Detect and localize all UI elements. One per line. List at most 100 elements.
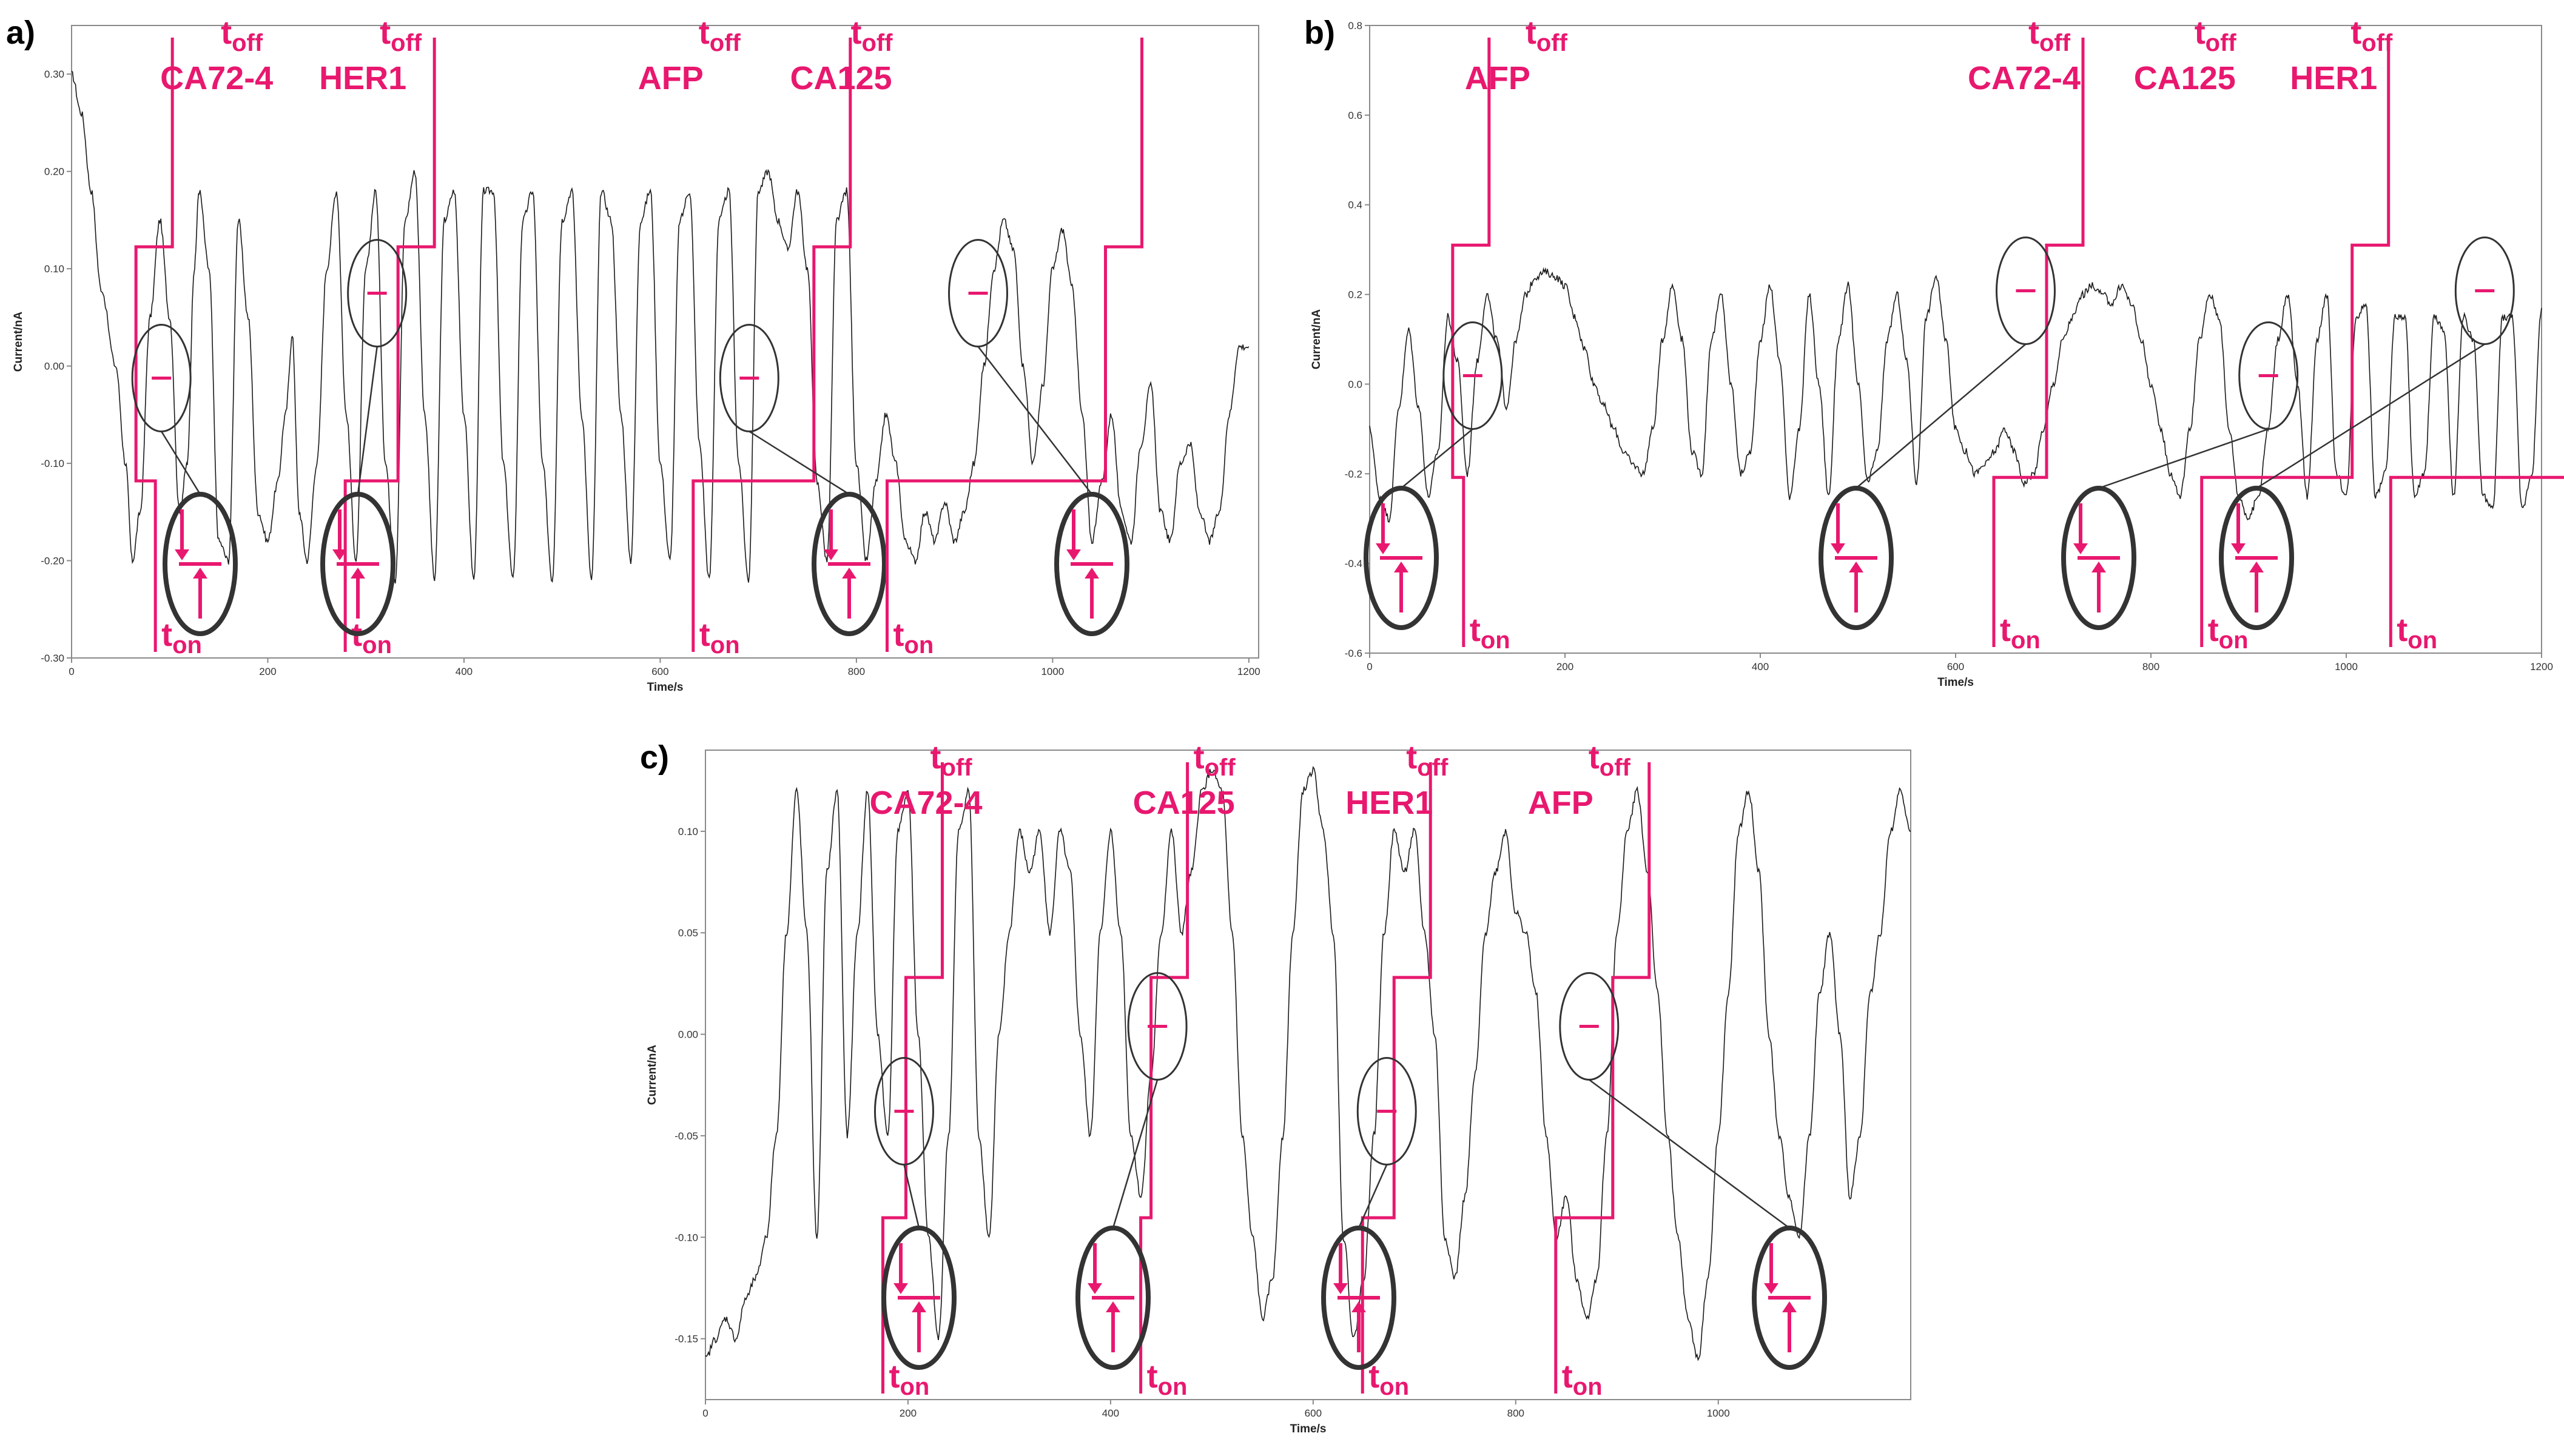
t-off-subscript: off [2039, 30, 2071, 56]
up-arrow-head [842, 568, 856, 579]
down-arrow-head [1764, 1283, 1778, 1294]
up-arrow-head [2091, 562, 2106, 572]
t-off-subscript: off [941, 754, 972, 781]
x-tick-label: 200 [259, 666, 276, 677]
down-arrow-head [1376, 543, 1390, 554]
up-arrow-head [1394, 562, 1408, 572]
t-off-subscript: off [1536, 30, 1568, 56]
y-tick-label: 0.8 [1348, 20, 1362, 32]
down-arrow-head [893, 1283, 908, 1294]
y-tick-label: -0.30 [41, 653, 64, 664]
analyte-label: CA72-4 [160, 60, 273, 96]
protocol-step-line [881, 762, 944, 1394]
y-axis-label: Current/nA [646, 1045, 659, 1105]
t-on-subscript: on [1573, 1374, 1603, 1400]
protocol-step-line [1139, 762, 1189, 1394]
t-on-subscript: on [362, 632, 392, 659]
protocol-step-line [2200, 38, 2391, 647]
down-arrow-head [2231, 543, 2246, 554]
y-tick-label: 0.00 [44, 361, 64, 372]
x-tick-label: 600 [1305, 1407, 1322, 1419]
analyte-label: HER1 [319, 60, 406, 96]
down-arrow-head [1333, 1283, 1348, 1294]
up-arrow-head [1351, 1301, 1366, 1312]
t-off-label: toff [930, 739, 972, 781]
plot-frame [71, 25, 1259, 659]
zoom-connector [903, 1164, 920, 1229]
t-off-subscript: off [1205, 754, 1236, 781]
t-off-label: toff [850, 15, 893, 56]
y-tick-label: 0.0 [1348, 378, 1362, 390]
analyte-label: CA125 [1133, 785, 1235, 821]
y-tick-label: -0.6 [1345, 648, 1362, 659]
x-tick-label: 1000 [1707, 1407, 1730, 1419]
t-off-subscript: off [232, 30, 263, 56]
x-tick-label: 400 [456, 666, 473, 677]
t-on-subscript: on [2011, 627, 2041, 654]
y-axis-label: Current/nA [1310, 309, 1323, 370]
chart-panel-1: a) 0 200 400 600 800 1000 1200 -0.30 -0.20 -0.10 0.… [6, 15, 1260, 694]
up-arrow-head [1106, 1301, 1120, 1312]
y-tick-label: 0.00 [678, 1029, 698, 1041]
t-on-label: ton [2000, 612, 2041, 654]
analyte-label: AFP [1465, 60, 1530, 96]
panel-letter: b) [1304, 15, 1335, 51]
t-on-subscript: on [2219, 627, 2249, 654]
t-on-subscript: on [1158, 1374, 1188, 1400]
x-tick-label: 800 [1507, 1407, 1524, 1419]
y-tick-label: 0.10 [44, 263, 64, 275]
analyte-label: HER1 [1345, 785, 1433, 821]
x-tick-label: 600 [1947, 661, 1964, 673]
t-on-label: ton [1147, 1358, 1188, 1400]
panel-letter: c) [640, 739, 669, 776]
t-on-label: ton [1470, 612, 1510, 654]
y-tick-label: 0.2 [1348, 289, 1362, 301]
up-arrow-head [1782, 1301, 1797, 1312]
x-tick-label: 0 [69, 666, 74, 677]
t-on-subscript: on [710, 632, 740, 659]
t-on-subscript: on [1379, 1374, 1409, 1400]
analyte-label: HER1 [2290, 60, 2377, 96]
zoom-connector [357, 346, 378, 495]
y-tick-label: -0.4 [1345, 558, 1362, 569]
series-line [1369, 267, 2542, 523]
t-on-subscript: on [1481, 627, 1510, 654]
x-tick-label: 1200 [2530, 661, 2553, 673]
series-line [705, 766, 1911, 1361]
y-tick-label: 0.30 [44, 69, 64, 80]
analyte-label: CA125 [2134, 60, 2236, 96]
x-axis-label: Time/s [1290, 1423, 1327, 1435]
zoom-connector [1112, 1079, 1159, 1229]
y-tick-label: -0.2 [1345, 468, 1362, 480]
y-tick-label: -0.20 [41, 555, 64, 567]
t-off-subscript: off [1417, 754, 1449, 781]
y-tick-label: 0.20 [44, 166, 64, 178]
y-tick-label: 0.05 [678, 927, 698, 939]
annotation-ca125: toff CA125 ton [1075, 739, 1236, 1400]
down-arrow-head [1088, 1283, 1102, 1294]
chart-panel-2: b) 0 200 400 600 800 1000 1200 -0.6 -0.4 -0.2 0.0 0.… [1304, 15, 2564, 689]
analyte-label: CA72-4 [1968, 60, 2081, 96]
zoom-connector [749, 431, 850, 495]
t-on-subscript: on [172, 632, 202, 659]
t-off-label: toff [1406, 739, 1449, 781]
t-off-label: toff [1194, 739, 1236, 781]
y-tick-label: 0.6 [1348, 110, 1362, 121]
x-tick-label: 200 [1556, 661, 1573, 673]
t-off-label: toff [221, 15, 263, 56]
zoom-connector [1358, 1164, 1388, 1229]
zoom-connector [2256, 343, 2485, 489]
protocol-step-line [1361, 762, 1432, 1394]
x-axis-label: Time/s [647, 681, 684, 694]
down-arrow-head [332, 549, 347, 560]
chart-panel-3: c) 0 200 400 600 800 1000 -0.15 -0.10 -0.05 0.00 0.… [640, 739, 1911, 1435]
y-axis-label: Current/nA [12, 312, 25, 372]
t-off-subscript: off [1600, 754, 1631, 781]
down-arrow-head [2073, 543, 2088, 554]
protocol-step-line [886, 38, 1143, 652]
zoom-connector [161, 431, 201, 495]
